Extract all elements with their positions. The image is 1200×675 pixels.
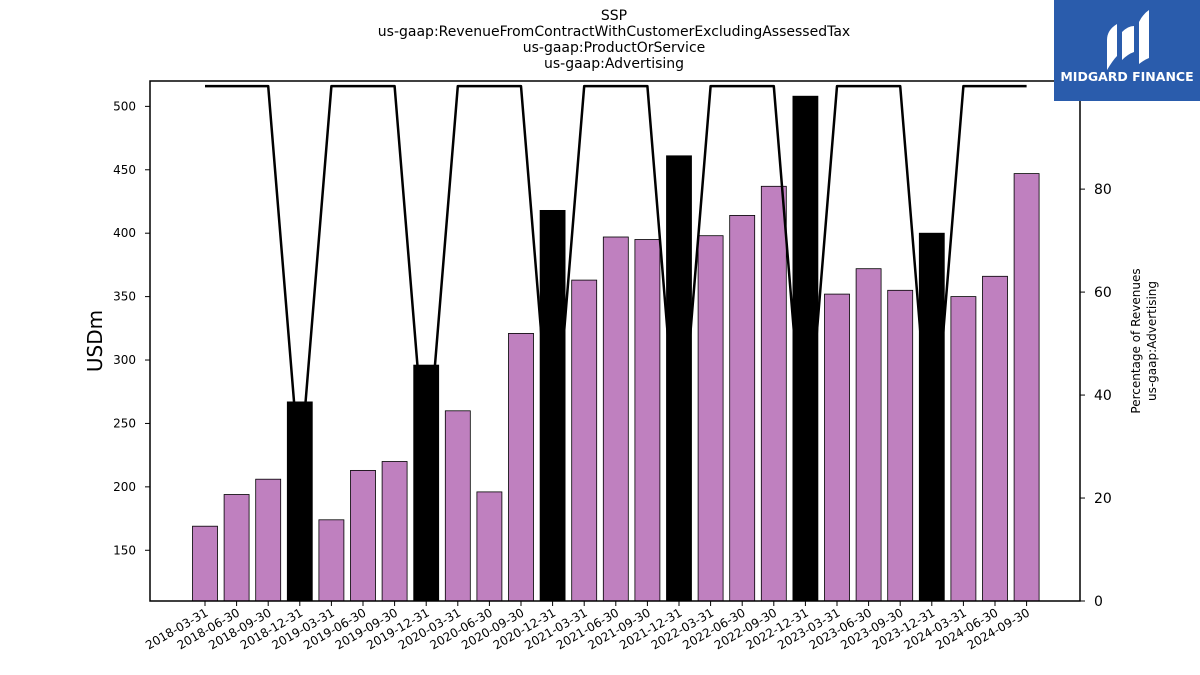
y-tick-label: 250 <box>113 416 136 430</box>
bar <box>729 214 756 602</box>
title-line: us-gaap:ProductOrService <box>523 40 706 56</box>
bar <box>855 268 882 602</box>
bar <box>255 478 282 602</box>
bar <box>318 519 345 602</box>
bar <box>286 401 313 602</box>
logo: MIDGARD FINANCE <box>1054 0 1200 101</box>
bar <box>1013 173 1040 602</box>
y2-tick-label: 0 <box>1094 594 1103 610</box>
bar <box>950 296 977 602</box>
bar <box>760 185 787 602</box>
bar <box>982 275 1008 602</box>
bar <box>539 209 566 602</box>
y-tick-label: 150 <box>113 543 136 557</box>
title-line: SSP <box>601 8 627 24</box>
line-series <box>205 84 1027 474</box>
bar <box>476 491 503 602</box>
y-tick-label: 400 <box>113 226 136 240</box>
bar <box>350 469 376 602</box>
y-tick-label: 350 <box>113 290 136 304</box>
bar <box>413 364 440 602</box>
y2-axis-label-line: Percentage of Revenues <box>1129 268 1143 413</box>
plot-frame <box>149 80 1081 602</box>
bar <box>824 293 850 602</box>
bars <box>192 95 1040 602</box>
bar <box>223 494 250 602</box>
y2-axis-label-line: us-gaap:Advertising <box>1145 281 1159 401</box>
y-axis-right: 020406080100 <box>1080 79 1121 610</box>
logo-mark-icon <box>1107 10 1149 70</box>
chart-title: SSPus-gaap:RevenueFromContractWithCustom… <box>378 8 850 72</box>
y2-axis-label: Percentage of Revenues us-gaap:Advertisin… <box>1129 268 1159 413</box>
percentage-line <box>205 84 1027 474</box>
bar <box>192 525 218 602</box>
y2-tick-label: 40 <box>1094 388 1112 404</box>
y2-tick-label: 80 <box>1094 182 1112 198</box>
bar <box>571 279 598 602</box>
bar <box>444 410 471 602</box>
bar <box>918 232 945 602</box>
bar <box>381 461 408 602</box>
x-axis: 2018-03-312018-06-302018-09-302018-12-31… <box>143 601 1032 652</box>
title-line: us-gaap:RevenueFromContractWithCustomerE… <box>378 24 850 40</box>
bar <box>508 332 534 602</box>
y2-tick-label: 20 <box>1094 491 1112 507</box>
logo-text: MIDGARD FINANCE <box>1060 69 1193 84</box>
bar <box>792 95 819 602</box>
bar <box>634 239 661 602</box>
y-axis-left: 150 200 250 300 350 400 450 500 <box>113 99 150 557</box>
y2-tick-label: 60 <box>1094 285 1112 301</box>
bar <box>697 235 724 602</box>
bar <box>887 289 914 602</box>
bar <box>602 236 629 602</box>
y-tick-label: 200 <box>113 480 136 494</box>
title-line: us-gaap:Advertising <box>544 56 684 72</box>
y-tick-label: 300 <box>113 353 136 367</box>
y-tick-label: 500 <box>113 99 136 113</box>
y-tick-label: 450 <box>113 163 136 177</box>
y-axis-label: USDm <box>83 310 107 372</box>
